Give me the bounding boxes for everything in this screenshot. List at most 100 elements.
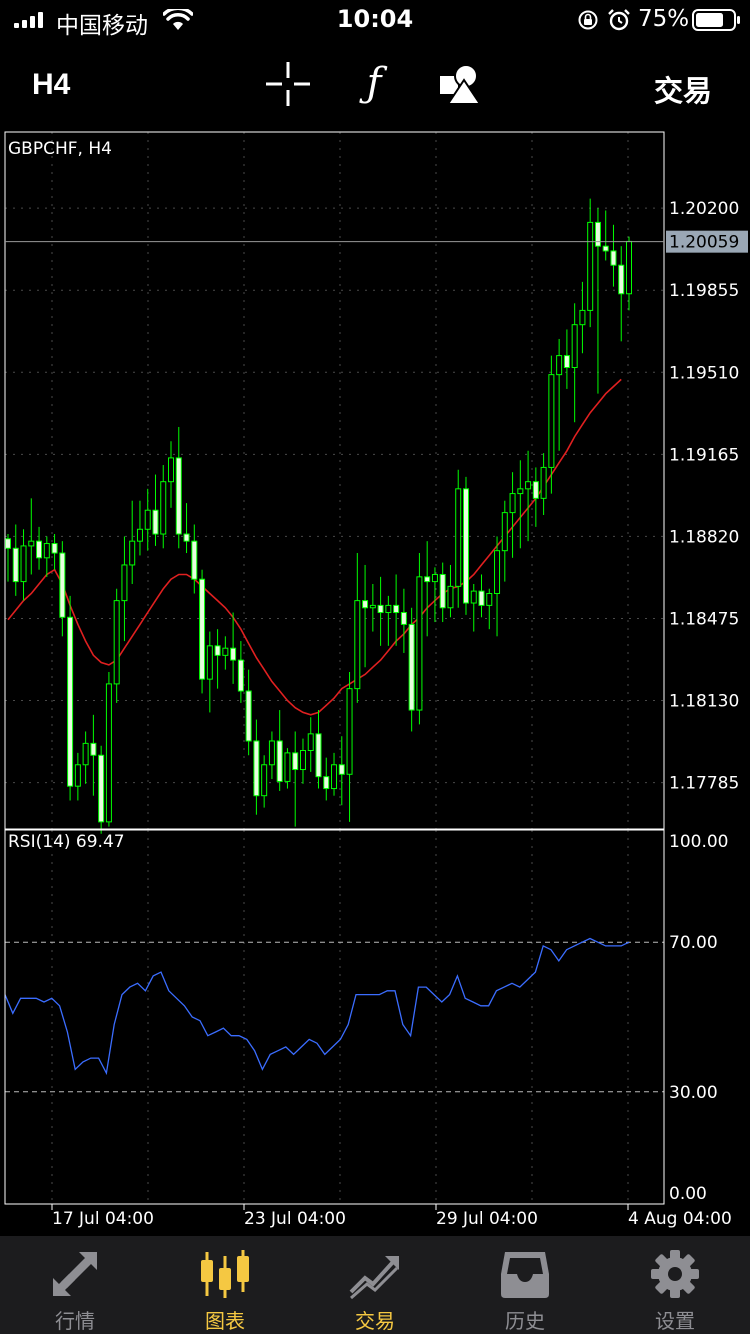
candle-body: [540, 466, 547, 499]
candle: [501, 500, 508, 582]
candle: [222, 636, 229, 670]
candle: [525, 450, 532, 542]
candle-body: [400, 612, 407, 625]
candle-body: [594, 221, 601, 247]
candle: [602, 210, 609, 261]
candle-body: [408, 623, 415, 711]
candle: [284, 748, 291, 789]
timeframe-button[interactable]: H4: [32, 68, 71, 101]
candle: [362, 564, 369, 668]
candle: [51, 534, 58, 570]
candle-body: [509, 493, 516, 514]
candle-body: [168, 457, 175, 483]
candle-body: [136, 528, 143, 542]
indicator-f-icon[interactable]: ƒ: [356, 58, 392, 106]
time-tick-label: 23 Jul 04:00: [244, 1209, 346, 1229]
candle: [67, 595, 74, 801]
candle: [199, 569, 206, 694]
crosshair-icon[interactable]: [266, 62, 310, 106]
battery-icon: [692, 9, 740, 31]
tab-settings[interactable]: 设置: [600, 1236, 750, 1334]
candle: [268, 731, 275, 780]
candle: [276, 710, 283, 791]
candle-body: [362, 600, 369, 609]
candle: [618, 246, 625, 342]
candle: [610, 224, 617, 287]
candle: [82, 731, 89, 784]
status-bar: 中国移动 10:04 75%: [0, 0, 750, 40]
candle: [5, 534, 11, 582]
price-tick-label: 1.19855: [669, 281, 739, 301]
candle-body: [268, 740, 275, 766]
candle-body: [587, 221, 594, 311]
candle: [400, 588, 407, 653]
tab-chart[interactable]: 图表: [150, 1236, 300, 1334]
candle: [455, 469, 462, 608]
trade-button[interactable]: 交易: [654, 74, 713, 108]
candle: [206, 631, 213, 713]
moving-average-line: [7, 378, 622, 716]
candle: [393, 574, 400, 646]
price-tick-label: 1.18820: [669, 527, 739, 547]
candle-body: [354, 600, 361, 690]
price-chart[interactable]: 1.20059 GBPCHF, H4 RSI(14) 69.47 1.20200…: [0, 128, 750, 1234]
candle-body: [331, 764, 338, 790]
price-tick-label: 1.19510: [669, 363, 739, 383]
candle: [175, 426, 182, 549]
tab-history[interactable]: 历史: [450, 1236, 600, 1334]
candle: [152, 474, 159, 546]
candle: [307, 717, 314, 772]
candle-body: [478, 590, 485, 606]
candle-body: [315, 733, 322, 778]
candle-body: [144, 509, 151, 530]
time-tick-label: 29 Jul 04:00: [436, 1209, 538, 1229]
candle-body: [28, 540, 35, 547]
tab-trade[interactable]: 交易: [300, 1236, 450, 1334]
svg-text:ƒ: ƒ: [359, 60, 388, 106]
chart-candles-icon: [201, 1250, 249, 1298]
candle-body: [462, 488, 469, 604]
price-tick-label: 1.19165: [669, 445, 739, 465]
candle: [556, 338, 563, 451]
candle: [253, 719, 260, 815]
main-chart-border: [4, 131, 665, 830]
chart-area[interactable]: 1.20059 GBPCHF, H4 RSI(14) 69.47 1.20200…: [0, 128, 750, 1234]
candle: [571, 303, 578, 423]
grid-lines: [5, 132, 664, 1204]
trade-trend-icon: [349, 1256, 399, 1300]
candle: [346, 671, 353, 822]
price-tick-label: 1.17785: [669, 774, 739, 794]
candle-body: [222, 647, 229, 656]
candle: [43, 536, 50, 577]
candle-body: [626, 240, 632, 295]
candle-body: [121, 564, 128, 602]
candle: [431, 567, 438, 623]
candle-body: [90, 742, 97, 756]
candle-body: [579, 309, 586, 326]
candle-body: [517, 488, 524, 495]
price-tick-label: 1.18130: [669, 692, 739, 712]
rsi-tick-label: 100.00: [669, 832, 728, 852]
tab-quotes[interactable]: 行情: [0, 1236, 150, 1334]
candle-body: [610, 250, 617, 266]
objects-icon[interactable]: [438, 62, 482, 106]
candle: [237, 641, 244, 703]
candle-body: [618, 264, 625, 295]
candle-body: [455, 488, 462, 587]
candle-body: [261, 764, 268, 797]
candle: [470, 583, 477, 632]
candle: [36, 526, 43, 570]
candle-body: [323, 776, 330, 790]
candle-body: [416, 576, 423, 711]
candle-body: [253, 740, 260, 797]
candle: [594, 208, 601, 394]
candle-body: [439, 573, 446, 609]
candle: [532, 467, 539, 527]
rsi-chart-border: [4, 829, 665, 1205]
candle: [338, 736, 345, 806]
ma-path: [7, 378, 622, 716]
rsi-path: [4, 937, 630, 1076]
candle-body: [98, 754, 105, 823]
candle: [486, 588, 493, 630]
candle-body: [129, 540, 136, 566]
